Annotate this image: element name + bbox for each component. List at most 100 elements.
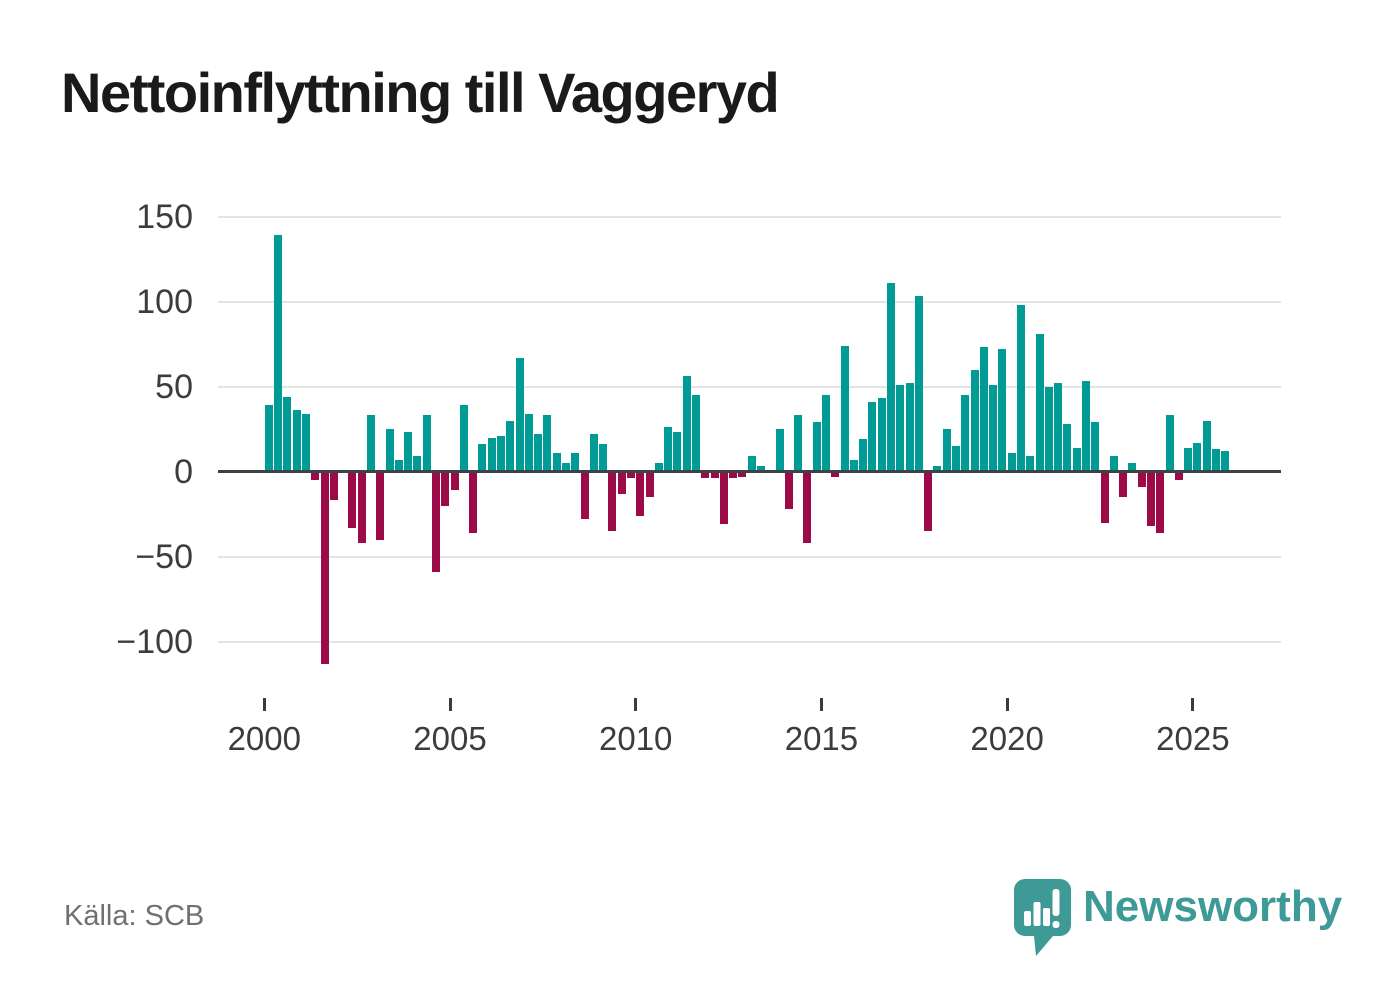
bar-2018Q2 [942, 429, 951, 472]
bar-2009Q3 [617, 471, 626, 494]
newsworthy-wordmark: Newsworthy [1083, 882, 1343, 931]
gridline-50 [218, 385, 1281, 388]
bar-2005Q4 [478, 444, 487, 472]
bar-2018Q1 [933, 466, 942, 472]
bar-2017Q1 [896, 384, 905, 472]
y-axis-label: 150 [136, 197, 193, 236]
bar-2010Q3 [654, 463, 663, 472]
bar-2022Q4 [1109, 456, 1118, 472]
bar-2005Q2 [459, 405, 468, 472]
bar-2020Q3 [1026, 456, 1035, 472]
bar-2014Q4 [812, 422, 821, 472]
bar-2006Q3 [506, 420, 515, 472]
bar-2002Q3 [357, 471, 366, 543]
bar-2016Q2 [868, 401, 877, 472]
x-axis-tick-2015 [819, 698, 823, 711]
y-axis-label: −100 [116, 622, 193, 661]
bar-2003Q1 [376, 471, 385, 540]
x-axis-label-2025: 2025 [1156, 720, 1230, 757]
bar-2019Q4 [998, 349, 1007, 472]
bar-2004Q2 [422, 415, 431, 472]
bar-2021Q4 [1072, 447, 1081, 472]
bar-2007Q3 [543, 415, 552, 472]
bar-2007Q4 [552, 452, 561, 472]
bar-2016Q1 [859, 439, 868, 472]
x-axis-tick-2005 [448, 698, 452, 711]
bar-2005Q1 [450, 471, 459, 491]
bar-2006Q1 [487, 437, 496, 472]
bar-2022Q2 [1091, 422, 1100, 472]
bar-2014Q2 [794, 415, 803, 472]
y-axis-label: −50 [135, 537, 193, 576]
bar-2019Q3 [989, 384, 998, 472]
bar-2022Q3 [1100, 471, 1109, 523]
bar-2003Q3 [394, 459, 403, 472]
bar-2021Q3 [1063, 423, 1072, 472]
bar-2006Q2 [497, 435, 506, 472]
bar-2010Q1 [636, 471, 645, 516]
bar-2021Q1 [1044, 386, 1053, 472]
bar-2025Q1 [1193, 442, 1202, 472]
bar-2017Q4 [924, 471, 933, 531]
bar-2025Q2 [1202, 420, 1211, 472]
bar-2020Q4 [1035, 333, 1044, 472]
bar-2009Q4 [627, 471, 636, 479]
x-axis-tick-2020 [1005, 698, 1009, 711]
bar-2004Q4 [441, 471, 450, 506]
bar-2012Q1 [710, 471, 719, 479]
x-axis-tick-2010 [634, 698, 638, 711]
bar-2017Q2 [905, 383, 914, 472]
bar-2022Q1 [1082, 381, 1091, 472]
bar-2001Q4 [329, 471, 338, 501]
bar-2015Q1 [822, 395, 831, 472]
bar-2017Q3 [914, 296, 923, 472]
gridline--50 [218, 555, 1281, 558]
x-axis-label-2010: 2010 [599, 720, 673, 757]
bar-2023Q4 [1147, 471, 1156, 526]
x-axis-tick-2000 [262, 698, 266, 711]
zero-axis-line [218, 470, 1281, 473]
bar-2008Q2 [571, 452, 580, 472]
bar-2012Q3 [729, 471, 738, 479]
bar-2024Q4 [1184, 447, 1193, 472]
bar-2003Q2 [385, 429, 394, 472]
bar-2008Q3 [580, 471, 589, 520]
x-axis-label-2000: 2000 [227, 720, 301, 757]
bar-2006Q4 [515, 357, 524, 472]
bar-2000Q1 [264, 405, 273, 472]
bar-2011Q3 [692, 395, 701, 472]
gridline--100 [218, 640, 1281, 643]
bar-2013Q2 [757, 466, 766, 472]
newsworthy-brand: Newsworthy [1014, 879, 1342, 956]
x-axis-tick-2025 [1191, 698, 1195, 711]
x-axis-label-2005: 2005 [413, 720, 487, 757]
x-axis-label-2020: 2020 [970, 720, 1044, 757]
bar-2004Q1 [413, 456, 422, 472]
bar-2025Q4 [1221, 451, 1230, 472]
bar-2011Q1 [673, 432, 682, 472]
bar-2009Q2 [608, 471, 617, 531]
bar-2004Q3 [432, 471, 441, 572]
y-axis-label: 50 [155, 367, 193, 406]
bar-2015Q4 [849, 459, 858, 472]
bar-2000Q4 [292, 410, 301, 472]
bar-2007Q2 [534, 434, 543, 472]
newsworthy-logo-icon [1014, 879, 1071, 956]
bar-2011Q4 [701, 471, 710, 479]
bar-2015Q2 [831, 471, 840, 477]
bar-2008Q1 [562, 463, 571, 472]
bar-2005Q3 [469, 471, 478, 533]
bar-2013Q1 [747, 456, 756, 472]
bar-2016Q4 [887, 282, 896, 472]
bar-2001Q1 [302, 413, 311, 472]
bar-2000Q3 [283, 396, 292, 472]
bar-2010Q4 [664, 427, 673, 472]
x-axis-label-2015: 2015 [784, 720, 859, 757]
y-axis-label: 0 [174, 452, 193, 491]
bar-2001Q2 [311, 471, 320, 480]
bar-2019Q2 [979, 347, 988, 472]
bar-2003Q4 [404, 432, 413, 472]
bar-2018Q4 [961, 395, 970, 472]
bar-2024Q2 [1165, 415, 1174, 472]
source-note: Källa: SCB [64, 900, 205, 932]
